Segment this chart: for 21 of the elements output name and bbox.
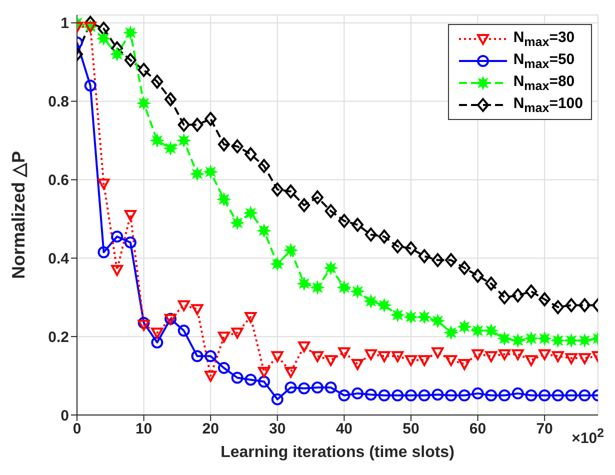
y-tick-label: 0.8 xyxy=(48,94,69,111)
legend-label: N$_{max}$=30 xyxy=(513,29,575,49)
x-tick-label: 0 xyxy=(72,420,82,438)
y-tick-label: 0 xyxy=(60,407,69,424)
x-tick-label: 20 xyxy=(202,420,219,438)
x-tick-label: 50 xyxy=(402,420,420,438)
text: ×10$^{2}$ xyxy=(572,426,604,447)
y-tick-label: 0.4 xyxy=(48,250,70,268)
y-tick-label: 0.6 xyxy=(48,172,69,190)
y-tick-label: 0.2 xyxy=(48,328,69,346)
x-tick-label: 30 xyxy=(269,420,286,438)
legend-label: N$_{max}$=80 xyxy=(513,73,575,93)
legend-label: N$_{max}$=50 xyxy=(513,51,575,71)
x-tick-label: 40 xyxy=(336,420,353,438)
x-tick-label: 10 xyxy=(135,420,152,438)
x-tick-label: 60 xyxy=(469,420,486,438)
legend-label: N$_{max}$=100 xyxy=(513,95,583,115)
y-axis-title: Normalized △P xyxy=(8,150,28,280)
x-axis-title: Learning iterations (time slots) xyxy=(220,444,454,461)
y-tick-label: 1 xyxy=(60,15,69,32)
x-tick-label: 70 xyxy=(536,420,553,438)
